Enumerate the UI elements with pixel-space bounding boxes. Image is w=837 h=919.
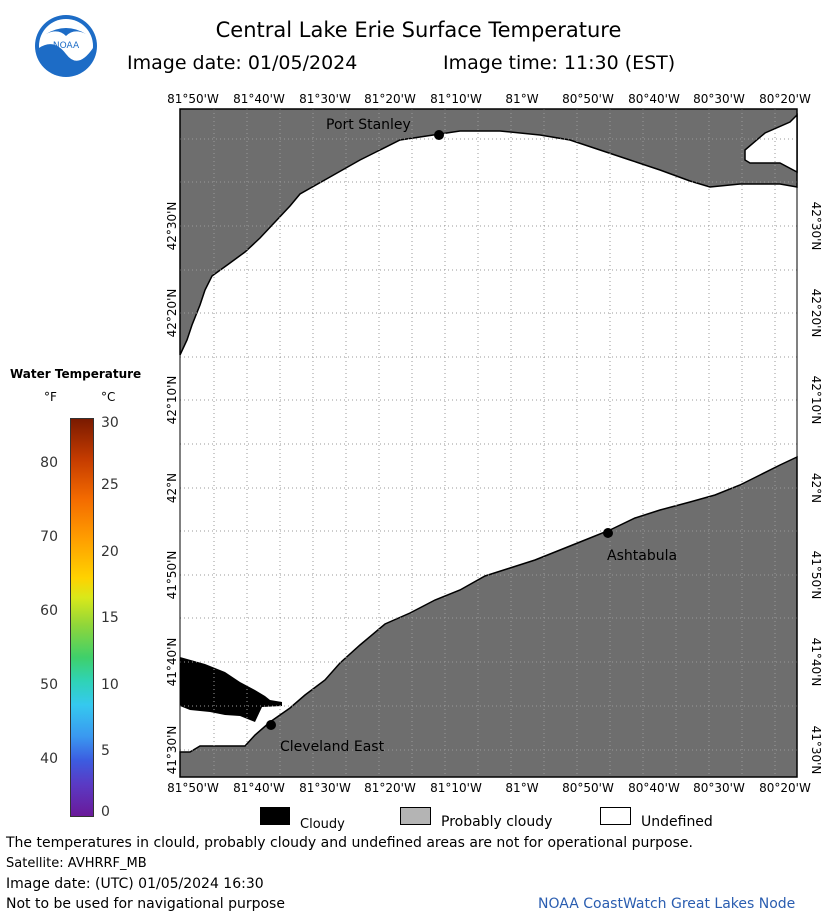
cloudy-swatch: [260, 807, 290, 825]
legend-c-tick: 0: [101, 804, 110, 820]
lon-label: 80°50'W: [562, 92, 614, 106]
lon-label: 80°30'W: [693, 92, 745, 106]
lon-label: 81°20'W: [364, 92, 416, 106]
legend-f-tick: 70: [40, 529, 58, 545]
legend-c-tick: 20: [101, 544, 119, 560]
undefined-swatch: [600, 807, 631, 825]
city-label-cleveland-east: Cleveland East: [280, 739, 385, 755]
lon-label: 81°10'W: [430, 92, 482, 106]
legend-f-tick: 50: [40, 677, 58, 693]
lon-label: 81°20'W: [364, 781, 416, 795]
credit-text: NOAA CoastWatch Great Lakes Node: [538, 896, 796, 912]
image-date-utc: Image date: (UTC) 01/05/2024 16:30: [6, 876, 264, 892]
lon-label: 80°20'W: [759, 92, 811, 106]
navigation-warning: Not to be used for navigational purpose: [6, 896, 285, 912]
noaa-logo-text: NOAA: [53, 41, 80, 51]
legend-unit-c: °C: [101, 390, 116, 404]
legend-title: Water Temperature: [10, 367, 142, 381]
lon-label: 80°20'W: [759, 781, 811, 795]
probably-cloudy-swatch: [400, 807, 431, 825]
lon-label: 81°50'W: [167, 781, 219, 795]
lon-label: 81°W: [505, 92, 539, 106]
cloudy-label: Cloudy: [300, 817, 345, 832]
lon-label: 81°40'W: [233, 781, 285, 795]
lon-label: 81°10'W: [430, 781, 482, 795]
lon-label: 81°W: [505, 781, 539, 795]
undefined-label: Undefined: [641, 814, 713, 830]
legend-c-tick: 5: [101, 743, 110, 759]
legend-f-tick: 40: [40, 751, 58, 767]
lon-label: 81°50'W: [167, 92, 219, 106]
port-stanley-marker: [434, 130, 444, 140]
color-scale-bar: [70, 418, 94, 817]
probably-cloudy-label: Probably cloudy: [441, 814, 553, 830]
lon-label: 80°40'W: [628, 92, 680, 106]
legend-c-tick: 25: [101, 477, 119, 493]
legend-c-tick: 10: [101, 677, 119, 693]
page-title: Central Lake Erie Surface Temperature: [215, 18, 622, 42]
ashtabula-marker: [603, 528, 613, 538]
lon-label: 81°30'W: [299, 781, 351, 795]
lon-label: 81°30'W: [299, 92, 351, 106]
city-label-ashtabula: Ashtabula: [607, 548, 678, 564]
lon-label: 80°30'W: [693, 781, 745, 795]
lon-label: 81°40'W: [233, 92, 285, 106]
image-time: Image time: 11:30 (EST): [443, 52, 676, 74]
north-shore-land: [179, 108, 798, 356]
lon-label: 80°50'W: [562, 781, 614, 795]
map-frame: [179, 108, 798, 778]
disclaimer-text: The temperatures in clould, probably clo…: [6, 835, 693, 851]
cleveland-east-marker: [266, 720, 276, 730]
lon-label: 80°40'W: [628, 781, 680, 795]
city-label-port-stanley: Port Stanley: [326, 117, 411, 133]
legend-c-tick: 15: [101, 610, 119, 626]
image-date: Image date: 01/05/2024: [127, 52, 358, 74]
legend-unit-f: °F: [44, 390, 57, 404]
satellite-text: Satellite: AVHRRF_MB: [6, 856, 147, 871]
legend-f-tick: 80: [40, 455, 58, 471]
legend-c-tick: 30: [101, 415, 119, 431]
graticule: [179, 109, 797, 777]
noaa-logo: NOAA: [34, 14, 98, 78]
legend-f-tick: 60: [40, 603, 58, 619]
